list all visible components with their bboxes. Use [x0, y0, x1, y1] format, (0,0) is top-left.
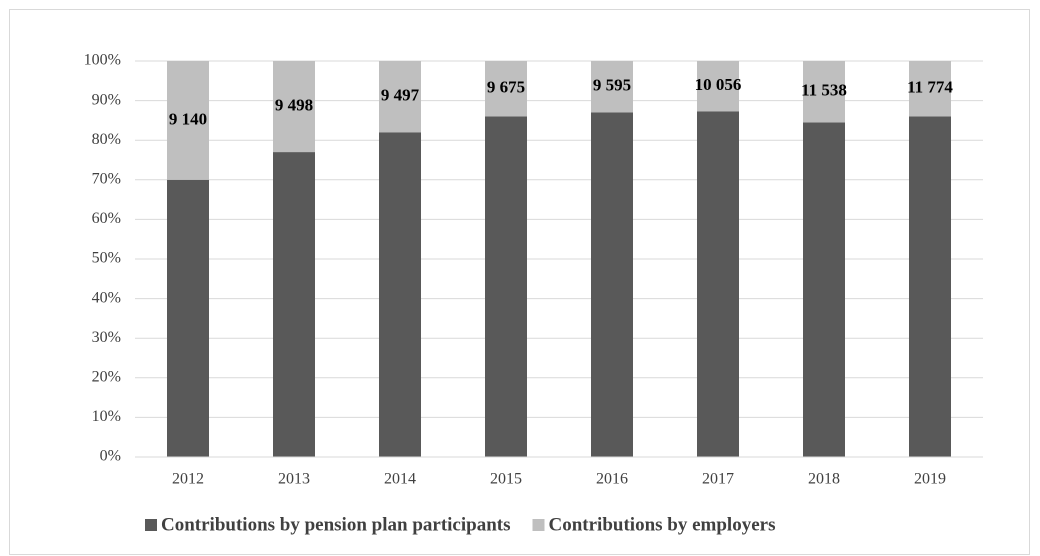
- legend-swatch: [532, 519, 545, 531]
- total-label: 10 056: [695, 75, 742, 94]
- bar-segment: [803, 122, 845, 457]
- bar-segment: [909, 61, 951, 117]
- legend-label: Contributions by pension plan participan…: [161, 514, 511, 535]
- y-tick-label: 100%: [84, 52, 121, 69]
- x-tick-label: 2018: [808, 471, 840, 488]
- y-tick-label: 20%: [92, 368, 121, 385]
- bar-segment: [697, 61, 739, 112]
- legend-swatch: [145, 519, 157, 531]
- y-tick-label: 70%: [92, 170, 121, 187]
- x-tick-label: 2015: [490, 471, 522, 488]
- bar-segment: [591, 61, 633, 113]
- total-label: 11 774: [907, 78, 953, 97]
- total-label: 11 538: [801, 81, 847, 100]
- x-tick-label: 2012: [172, 471, 204, 488]
- y-tick-label: 10%: [92, 408, 121, 425]
- bar-segment: [167, 179, 209, 458]
- x-tick-label: 2017: [702, 471, 734, 488]
- bar-segment: [803, 61, 845, 123]
- y-tick-label: 90%: [92, 91, 121, 108]
- y-tick-label: 40%: [92, 289, 121, 306]
- bar-segment: [591, 112, 633, 457]
- bar-segment: [909, 116, 951, 457]
- x-tick-label: 2013: [278, 471, 310, 488]
- total-label: 9 595: [593, 76, 631, 95]
- x-tick-label: 2019: [914, 471, 946, 488]
- bar-segment: [273, 152, 315, 457]
- x-tick-label: 2014: [384, 471, 416, 488]
- legend-label: Contributions by employers: [549, 514, 776, 535]
- bar-segment: [697, 111, 739, 458]
- bar-segment: [167, 61, 209, 180]
- y-tick-label: 80%: [92, 131, 121, 148]
- bar-segment: [485, 116, 527, 457]
- y-tick-label: 60%: [92, 210, 121, 227]
- bar-segment: [379, 132, 421, 457]
- total-label: 9 140: [169, 109, 207, 128]
- bar-segment: [273, 61, 315, 153]
- y-tick-label: 50%: [92, 250, 121, 267]
- total-label: 9 497: [381, 86, 420, 105]
- x-tick-label: 2016: [596, 471, 628, 488]
- total-label: 9 498: [275, 95, 313, 114]
- y-tick-label: 30%: [92, 329, 121, 346]
- bar-segment: [485, 61, 527, 117]
- y-tick-label: 0%: [100, 448, 121, 465]
- bar-segment: [379, 61, 421, 133]
- total-label: 9 675: [487, 78, 525, 97]
